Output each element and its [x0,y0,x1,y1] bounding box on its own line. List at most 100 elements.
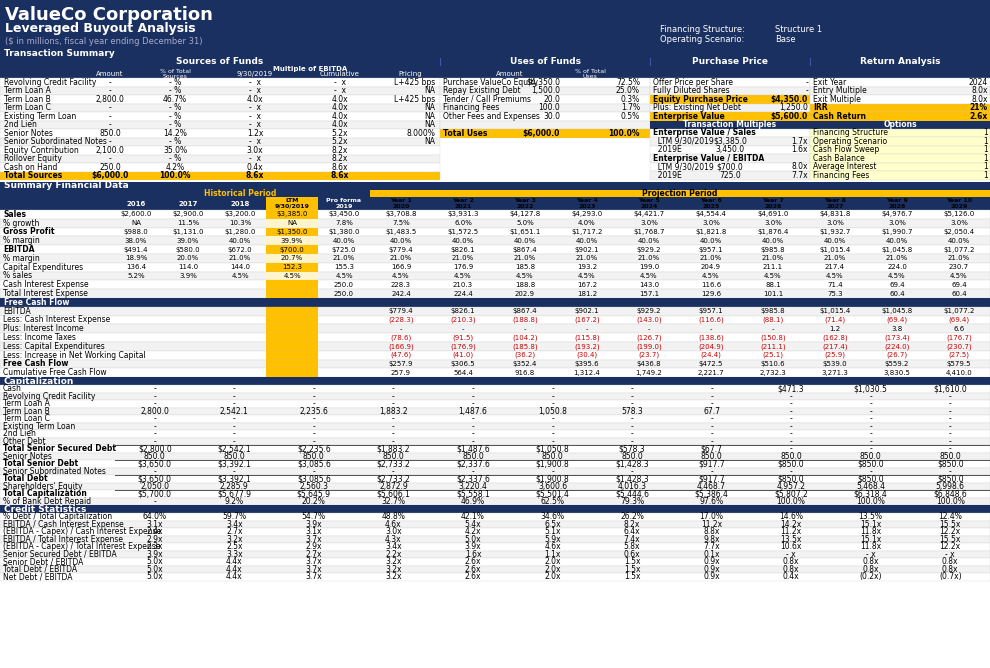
Text: Historical Period: Historical Period [204,189,276,198]
Text: -: - [233,399,236,408]
Text: 0.3%: 0.3% [621,95,640,104]
Text: $4,350.0: $4,350.0 [526,77,560,87]
Text: -: - [153,399,156,408]
Text: -: - [790,399,793,408]
Text: -  x: - x [249,154,261,163]
Bar [266,325,318,333]
Text: -: - [153,385,156,393]
Text: 2nd Lien: 2nd Lien [4,120,37,129]
Text: 204.9: 204.9 [701,265,721,270]
Text: (162.8): (162.8) [822,335,847,341]
Text: -: - [790,414,793,424]
Text: 9/30/2019: 9/30/2019 [237,71,273,77]
Bar [266,254,318,263]
Text: 2,221.7: 2,221.7 [698,370,725,376]
Text: 7.4x: 7.4x [624,535,641,544]
Text: 4.5%: 4.5% [232,273,248,279]
Text: $3,385.0: $3,385.0 [713,137,746,146]
Text: 2019E: 2019E [653,171,682,180]
Text: 97.6%: 97.6% [700,497,724,506]
Text: 13.5x: 13.5x [780,535,802,544]
Text: $3,392.1: $3,392.1 [218,460,251,468]
Text: 4.5%: 4.5% [888,273,906,279]
Bar [810,128,990,137]
Text: $985.8: $985.8 [760,246,785,253]
Text: 4.2x: 4.2x [464,528,481,536]
Text: Year 4: Year 4 [576,198,598,204]
Text: (204.9): (204.9) [698,343,724,349]
Text: - %: - % [169,86,181,96]
Text: -: - [631,392,634,401]
Text: 1: 1 [983,154,988,163]
Text: (166.9): (166.9) [388,343,414,349]
Text: $867.4: $867.4 [513,246,538,253]
Text: 1.5x: 1.5x [624,565,641,574]
Text: % margin: % margin [3,254,40,263]
Text: $850.0: $850.0 [937,474,963,484]
Text: $957.1: $957.1 [699,246,724,253]
Text: 850.0: 850.0 [859,452,881,461]
Text: Equity Contribution: Equity Contribution [4,146,79,155]
Text: 230.7: 230.7 [949,265,969,270]
Text: $1,768.7: $1,768.7 [634,229,664,235]
Text: $257.9: $257.9 [389,361,413,367]
Text: 6.5x: 6.5x [544,520,560,529]
Text: 4.0%: 4.0% [578,220,596,226]
Bar [0,138,440,146]
Text: 38.0%: 38.0% [125,238,148,244]
Text: 3.9x: 3.9x [464,542,481,552]
Text: 17.0%: 17.0% [700,512,724,522]
Bar [266,359,318,368]
Bar [0,307,990,315]
Text: $3,392.1: $3,392.1 [218,474,251,484]
Text: Financing Fees: Financing Fees [813,171,869,180]
Text: NA: NA [424,86,435,96]
Text: 3.7x: 3.7x [306,572,322,581]
Text: 40.0%: 40.0% [824,238,846,244]
Text: 9.8x: 9.8x [703,535,720,544]
Text: -  x: - x [249,77,261,87]
Text: - %: - % [169,112,181,121]
Text: Year 2: Year 2 [452,198,474,204]
Text: -: - [869,422,872,431]
Text: 0.8x: 0.8x [862,558,879,566]
Text: $850.0: $850.0 [857,474,884,484]
Text: -: - [710,430,713,438]
Text: -: - [805,86,808,96]
Text: 1,312.4: 1,312.4 [573,370,600,376]
Text: 0.4x: 0.4x [247,163,263,172]
Text: 850.0: 850.0 [99,129,121,138]
Text: 5.0%: 5.0% [516,220,534,226]
Text: 100.0%: 100.0% [159,171,191,180]
Text: $850.0: $850.0 [857,460,884,468]
Text: -: - [790,392,793,401]
Text: 2.0x: 2.0x [544,558,560,566]
Text: 11.5%: 11.5% [177,220,199,226]
Text: 181.2: 181.2 [577,291,597,297]
Text: 2021: 2021 [454,204,471,208]
Text: Leveraged Buyout Analysis: Leveraged Buyout Analysis [5,22,196,35]
Text: 7.7x: 7.7x [791,171,808,180]
Text: Cumulative: Cumulative [320,71,360,77]
Text: 2022: 2022 [517,204,534,208]
Text: 199.0: 199.0 [639,265,659,270]
Text: 2,872.9: 2,872.9 [379,482,408,491]
Text: NA: NA [131,220,141,226]
Text: 21.0%: 21.0% [824,255,846,261]
Text: $779.4: $779.4 [389,308,413,314]
Text: $1,610.0: $1,610.0 [934,385,967,393]
Text: -: - [313,392,315,401]
Text: 8.0x: 8.0x [971,86,988,96]
Text: 5.0x: 5.0x [147,558,163,566]
Text: 88.1: 88.1 [765,282,781,288]
Text: 5.2x: 5.2x [332,129,348,138]
Bar [650,58,651,66]
Text: 3.2x: 3.2x [385,558,402,566]
Text: 1: 1 [983,145,988,154]
Text: -: - [153,467,156,476]
Text: 2019: 2019 [336,204,352,208]
Text: 2017: 2017 [178,200,198,206]
Text: -: - [710,326,712,332]
Text: 4.3x: 4.3x [385,535,402,544]
Text: $5,444.6: $5,444.6 [615,490,649,498]
